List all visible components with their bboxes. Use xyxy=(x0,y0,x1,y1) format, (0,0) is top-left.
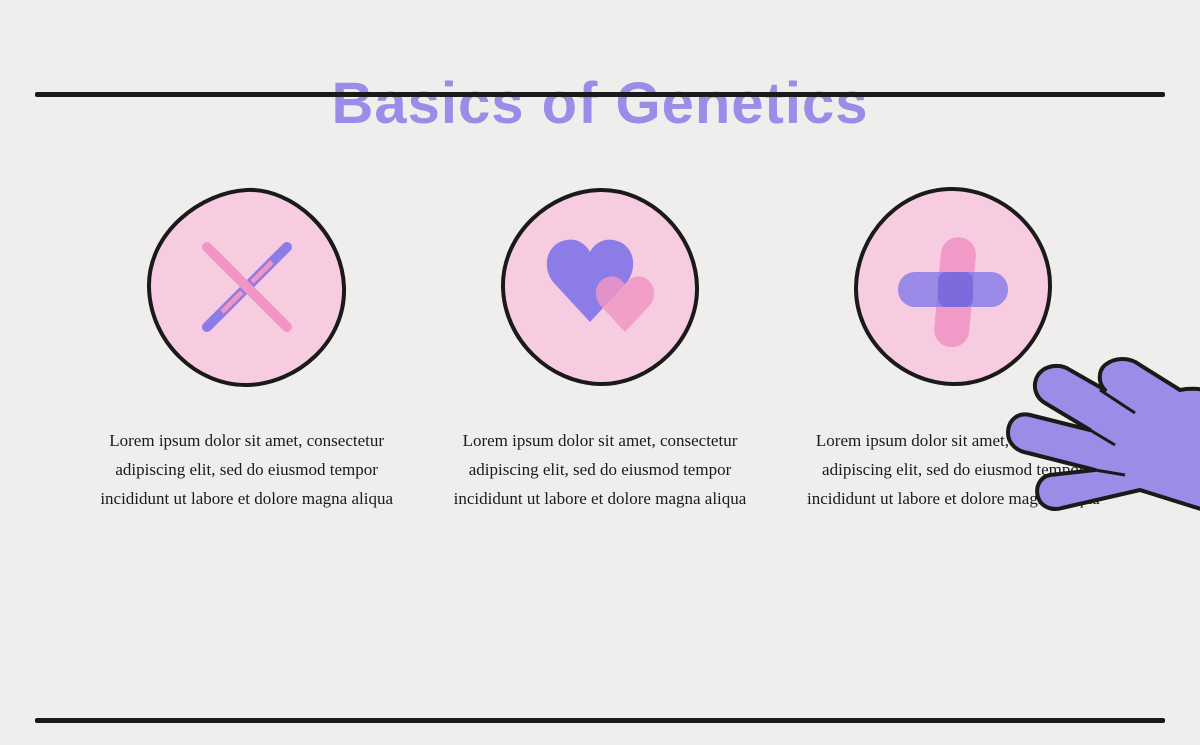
dna-icon xyxy=(182,222,312,352)
top-border-line xyxy=(35,92,1165,97)
circle-dna xyxy=(142,182,352,392)
hand-illustration-icon xyxy=(940,315,1200,555)
slide-title: Basics of Genetics xyxy=(0,70,1200,137)
circle-hearts xyxy=(495,182,705,392)
card-desc: Lorem ipsum dolor sit amet, consectetur … xyxy=(450,427,750,514)
card-hearts: Lorem ipsum dolor sit amet, consectetur … xyxy=(440,182,760,514)
card-desc: Lorem ipsum dolor sit amet, consectetur … xyxy=(97,427,397,514)
hearts-icon xyxy=(535,227,665,347)
bottom-border-line xyxy=(35,718,1165,723)
card-dna: Lorem ipsum dolor sit amet, consectetur … xyxy=(87,182,407,514)
